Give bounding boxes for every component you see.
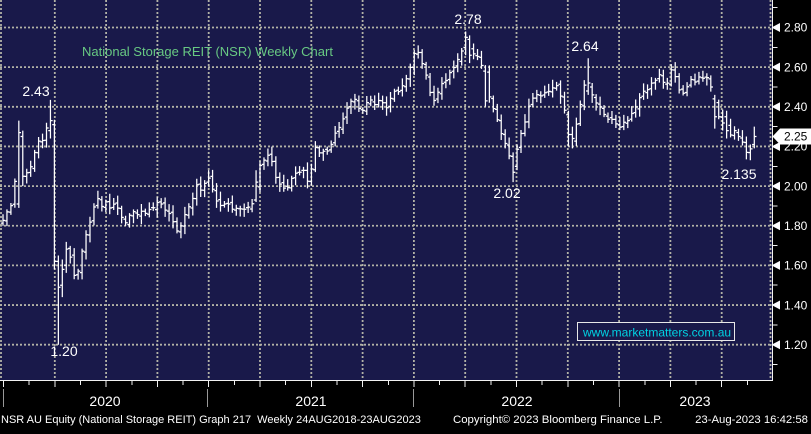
svg-text:National Storage REIT (NSR) We: National Storage REIT (NSR) Weekly Chart	[82, 44, 333, 59]
svg-text:2023: 2023	[679, 393, 710, 409]
svg-text:2.60: 2.60	[784, 60, 808, 74]
svg-text:23-Aug-2023 16:42:58: 23-Aug-2023 16:42:58	[695, 414, 808, 426]
svg-text:2021: 2021	[295, 393, 326, 409]
svg-text:2022: 2022	[501, 393, 532, 409]
svg-text:2.64: 2.64	[571, 38, 598, 54]
svg-text:NSR AU Equity (National Storag: NSR AU Equity (National Storage REIT) Gr…	[1, 414, 421, 426]
svg-text:2.80: 2.80	[784, 21, 808, 35]
svg-text:2.43: 2.43	[22, 83, 49, 99]
svg-text:2.02: 2.02	[493, 185, 520, 201]
svg-text:2.135: 2.135	[721, 166, 756, 182]
svg-text:1.20: 1.20	[50, 343, 77, 359]
svg-text:2.00: 2.00	[784, 179, 808, 193]
svg-text:1.80: 1.80	[784, 219, 808, 233]
svg-text:1.60: 1.60	[784, 259, 808, 273]
svg-text:2.40: 2.40	[784, 100, 808, 114]
svg-text:Copyright© 2023 Bloomberg Fina: Copyright© 2023 Bloomberg Finance L.P.	[453, 414, 663, 426]
svg-text:1.20: 1.20	[784, 338, 808, 352]
svg-text:2.78: 2.78	[454, 11, 481, 27]
svg-text:2.25: 2.25	[784, 130, 808, 144]
svg-text:www.marketmatters.com.au: www.marketmatters.com.au	[582, 326, 731, 340]
svg-text:1.40: 1.40	[784, 298, 808, 312]
svg-text:2020: 2020	[89, 393, 120, 409]
